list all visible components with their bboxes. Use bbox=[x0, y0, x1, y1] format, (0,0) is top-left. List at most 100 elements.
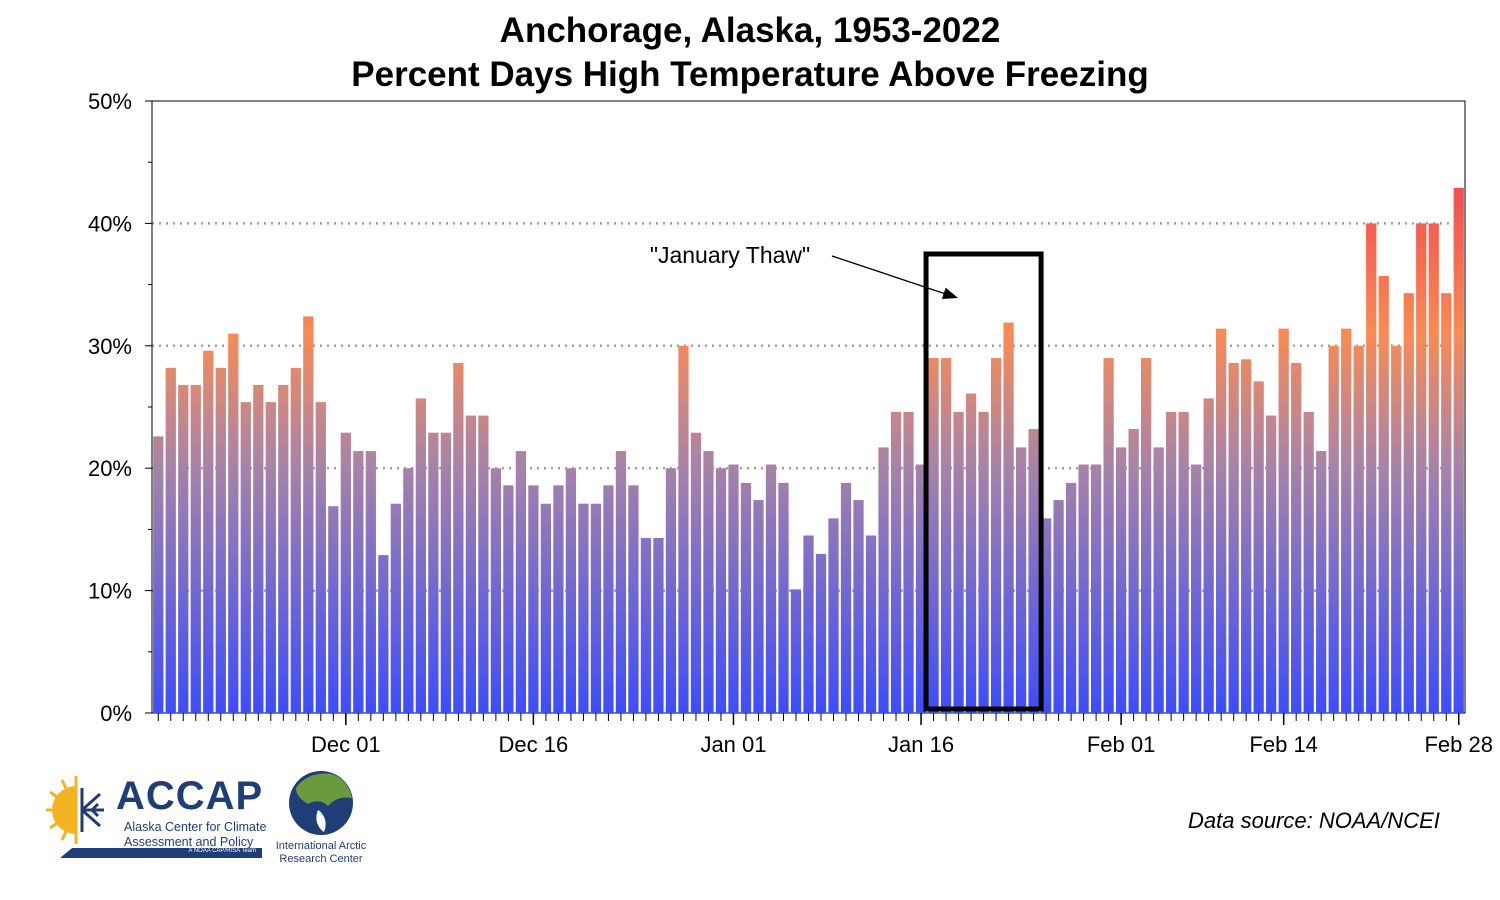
bar bbox=[1090, 464, 1102, 713]
bar bbox=[1191, 464, 1202, 713]
bar bbox=[378, 555, 389, 713]
bar bbox=[1065, 482, 1077, 713]
accap-banner: A NOAA CAP/RISA Team bbox=[60, 848, 262, 858]
x-tick-label: Dec 16 bbox=[499, 732, 569, 757]
bar bbox=[1053, 500, 1064, 713]
bar bbox=[1366, 223, 1377, 713]
bar bbox=[240, 402, 251, 713]
bar bbox=[1428, 223, 1439, 713]
chart-subtitle: Percent Days High Temperature Above Free… bbox=[351, 55, 1149, 94]
bar bbox=[890, 411, 902, 713]
bar bbox=[440, 432, 451, 713]
bar bbox=[540, 503, 552, 713]
chart-title: Anchorage, Alaska, 1953-2022 bbox=[499, 11, 1001, 50]
bar bbox=[678, 345, 689, 713]
bar bbox=[153, 436, 164, 713]
january-thaw-label: "January Thaw" bbox=[650, 242, 810, 268]
bar bbox=[453, 362, 464, 713]
bar bbox=[753, 500, 764, 713]
bar bbox=[1216, 328, 1227, 713]
bar bbox=[165, 367, 176, 713]
data-source-note: Data source: NOAA/NCEI bbox=[1188, 808, 1440, 833]
bar bbox=[478, 415, 489, 713]
bar bbox=[1341, 328, 1352, 713]
bar bbox=[1015, 447, 1027, 713]
bar bbox=[1403, 293, 1414, 713]
bar bbox=[215, 367, 226, 713]
bar bbox=[1391, 345, 1402, 713]
bar bbox=[390, 503, 401, 713]
x-tick-label: Jan 16 bbox=[888, 732, 954, 757]
bar bbox=[690, 432, 702, 713]
bar bbox=[878, 447, 889, 713]
bar bbox=[1103, 358, 1114, 713]
bar bbox=[503, 485, 514, 713]
bar bbox=[203, 350, 214, 713]
y-tick-label: 0% bbox=[100, 701, 132, 726]
bar bbox=[1316, 451, 1327, 713]
bar bbox=[1128, 429, 1139, 713]
y-tick-label: 40% bbox=[88, 211, 132, 236]
bar bbox=[990, 358, 1002, 713]
bar bbox=[353, 451, 364, 713]
bar bbox=[1266, 415, 1277, 713]
bar bbox=[640, 537, 652, 713]
y-tick-label: 20% bbox=[88, 456, 132, 481]
bar bbox=[340, 432, 351, 713]
sun-snowflake-icon bbox=[46, 776, 104, 844]
bar bbox=[465, 415, 476, 713]
bar bbox=[303, 316, 314, 713]
bar bbox=[1416, 223, 1427, 713]
bar bbox=[815, 553, 827, 713]
bar bbox=[1115, 447, 1127, 713]
iarc-line-2: Research Center bbox=[279, 853, 363, 865]
bar bbox=[1040, 518, 1052, 713]
bar bbox=[803, 535, 814, 713]
bar bbox=[615, 451, 627, 713]
bar bbox=[1441, 293, 1452, 713]
bar bbox=[1241, 359, 1252, 713]
bar bbox=[365, 451, 376, 713]
bar bbox=[940, 358, 952, 713]
bar bbox=[865, 535, 877, 713]
bar bbox=[1278, 328, 1289, 713]
x-tick-label: Feb 14 bbox=[1249, 732, 1318, 757]
bar bbox=[565, 468, 577, 713]
annotation-arrowhead bbox=[941, 287, 958, 299]
bar bbox=[778, 482, 789, 713]
bar bbox=[1078, 464, 1089, 713]
bar bbox=[328, 506, 339, 713]
bar bbox=[290, 367, 301, 713]
accap-team-text: A NOAA CAP/RISA Team bbox=[188, 848, 256, 854]
y-tick-label: 30% bbox=[88, 334, 132, 359]
bar bbox=[515, 451, 527, 713]
bar bbox=[840, 482, 852, 713]
bar bbox=[278, 384, 289, 713]
bar bbox=[178, 384, 189, 713]
bar bbox=[428, 432, 439, 713]
bar bbox=[1028, 429, 1039, 713]
january-thaw-box bbox=[923, 251, 1044, 712]
bar bbox=[315, 402, 326, 713]
bar bbox=[628, 485, 639, 713]
bar bbox=[1228, 362, 1239, 713]
bar-chart: 0% 10% 20% 30% 40% 50% Dec 01 Dec 16 Jan 01 Jan 1… bbox=[88, 89, 1493, 757]
bar bbox=[715, 468, 727, 713]
bar bbox=[228, 333, 239, 713]
bar bbox=[1328, 345, 1339, 713]
bar bbox=[253, 384, 264, 713]
bar bbox=[578, 503, 589, 713]
bar bbox=[953, 411, 964, 713]
bar bbox=[740, 482, 752, 713]
bar bbox=[1378, 276, 1389, 713]
bar bbox=[603, 485, 614, 713]
y-tick-label: 10% bbox=[88, 579, 132, 604]
accap-line-1: Alaska Center for Climate bbox=[124, 820, 267, 834]
bar bbox=[978, 411, 989, 713]
bar bbox=[703, 451, 714, 713]
bar bbox=[928, 358, 939, 713]
bar bbox=[1153, 447, 1164, 713]
bar bbox=[403, 468, 414, 713]
bar bbox=[1453, 187, 1464, 714]
bar bbox=[915, 464, 927, 713]
